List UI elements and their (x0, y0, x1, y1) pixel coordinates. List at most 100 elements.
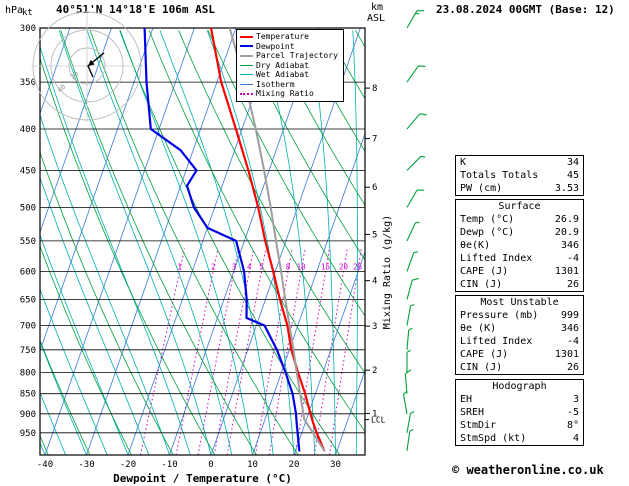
hodograph-unit-label: kt (22, 8, 33, 18)
legend-item-wet-adiabat: Wet Adiabat (240, 70, 338, 80)
index-label: K (460, 157, 467, 168)
mixing-ratio-value-label: 1 (177, 262, 182, 271)
index-label: CAPE (J) (460, 349, 509, 360)
index-value: 4 (572, 433, 579, 444)
temperature-tick-label: -40 (37, 460, 53, 470)
pressure-axis-unit: hPa (5, 5, 24, 16)
pressure-tick-label: 300 (20, 24, 36, 34)
index-row: CAPE (J) 1301 (456, 265, 583, 278)
index-label: SREH (460, 407, 485, 418)
index-value: 346 (560, 323, 579, 334)
altitude-axis-unit-km: km (371, 2, 384, 13)
wet-adiabat-lines (40, 30, 358, 455)
index-row: Lifted Index -4 (456, 252, 583, 265)
index-value: 3.53 (554, 183, 579, 194)
legend-label: Wet Adiabat (256, 70, 309, 79)
copyright: © weatheronline.co.uk (452, 463, 604, 477)
index-label: Dewp (°C) (460, 227, 515, 238)
legend-swatch-dry-adiabat (240, 64, 253, 66)
index-label: Lifted Index (460, 253, 533, 264)
index-label: Pressure (mb) (460, 310, 539, 321)
pressure-tick-label: 950 (20, 429, 36, 439)
index-value: 34 (566, 157, 579, 168)
legend-swatch-temperature (240, 35, 253, 38)
km-tick-label: 8 (372, 84, 377, 94)
hodograph-ring-20kt (68, 47, 106, 85)
index-label: Lifted Index (460, 336, 533, 347)
lcl-label: LCL (371, 416, 386, 425)
index-label: CIN (J) (460, 362, 503, 373)
pressure-tick-label: 800 (20, 368, 36, 378)
index-value: 45 (566, 170, 579, 181)
temperature-tick-label: -30 (78, 460, 94, 470)
hodograph-trace-arrowhead (88, 59, 95, 66)
index-value: 1301 (554, 266, 579, 277)
mixing-ratio-value-label: 25 (353, 262, 362, 271)
pressure-tick-label: 700 (20, 322, 36, 332)
mixing-ratio-axis-title: Mixing Ratio (g/kg) (382, 215, 393, 329)
plot-border (39, 27, 366, 456)
legend-label: Mixing Ratio (256, 89, 314, 98)
mixing-ratio-value-label: 10 (297, 262, 307, 271)
legend-swatch-dewpoint (240, 45, 253, 48)
index-row: Temp (°C) 26.9 (456, 213, 583, 226)
index-row: CIN (J) 26 (456, 278, 583, 291)
hodograph-ring-label-40: 40 (56, 83, 68, 95)
index-row: CAPE (J) 1301 (456, 348, 583, 361)
temperature-tick-label: 20 (289, 460, 300, 470)
km-tick-label: 2 (372, 366, 377, 376)
altitude-axis-unit-asl: ASL (367, 13, 386, 24)
index-row: StmDir 8° (456, 419, 583, 432)
km-tick-label: 6 (372, 183, 377, 193)
index-label: CIN (J) (460, 279, 503, 290)
legend-item-dry-adiabat: Dry Adiabat (240, 61, 338, 71)
index-value: 1301 (554, 349, 579, 360)
index-label: CAPE (J) (460, 266, 509, 277)
legend-swatch-isotherm (240, 83, 253, 85)
index-value: 20.9 (554, 227, 579, 238)
index-value: -4 (566, 336, 579, 347)
hodograph: kt 20 40 (22, 8, 143, 122)
index-row: θe (K) 346 (456, 322, 583, 335)
index-row: PW (cm) 3.53 (456, 182, 583, 195)
most-unstable-box: Most Unstable Pressure (mb) 999 θe (K) 346… (455, 295, 584, 375)
km-tick-label: 7 (372, 135, 377, 145)
legend-label: Temperature (256, 32, 309, 41)
temperature-tick-label: 10 (247, 460, 258, 470)
index-label: EH (460, 394, 473, 405)
legend-swatch-wet-adiabat (240, 74, 253, 76)
legend-item-mixing-ratio: Mixing Ratio (240, 89, 338, 99)
index-value: 26 (566, 279, 579, 290)
hodograph-box: Hodograph EH 3 SREH -5 StmDir 8° StmSpd (kt… (455, 379, 584, 446)
surface-box: Surface Temp (°C) 26.9 Dewp (°C) 20.9 θe(K… (455, 199, 584, 292)
pressure-tick-label: 750 (20, 346, 36, 356)
legend-label: Dry Adiabat (256, 60, 309, 70)
km-tick-label: 5 (372, 230, 377, 240)
pressure-tick-label: 550 (20, 237, 36, 247)
index-label: PW (cm) (460, 183, 503, 194)
indices-box: K 34 Totals Totals 45 PW (cm) 3.53 (455, 155, 584, 196)
index-label: StmDir (460, 420, 497, 431)
index-label: Totals Totals (460, 170, 539, 181)
pressure-tick-label: 850 (20, 390, 36, 400)
index-row: Pressure (mb) 999 (456, 309, 583, 322)
legend-swatch-parcel (240, 54, 253, 57)
mixing-ratio-value-label: 8 (286, 262, 291, 271)
index-value: 26.9 (554, 214, 579, 225)
pressure-tick-label: 600 (20, 267, 36, 277)
index-value: -5 (566, 407, 579, 418)
km-tick-label: 1 (372, 409, 377, 419)
index-value: 3 (572, 394, 579, 405)
temperature-tick-label: 0 (208, 460, 213, 470)
legend-swatch-mixing-ratio (240, 92, 253, 95)
legend-label: Parcel Trajectory (256, 51, 338, 60)
index-label: θe(K) (460, 240, 491, 251)
temperature-tick-label: -20 (120, 460, 136, 470)
pressure-tick-label: 650 (20, 296, 36, 306)
valid-datetime: 23.08.2024 00GMT (Base: 12) (436, 3, 615, 16)
index-value: -4 (566, 253, 579, 264)
km-tick-label: 3 (372, 322, 377, 332)
legend-label: Isotherm (256, 79, 295, 89)
mixing-ratio-value-label: 3 (232, 262, 237, 271)
